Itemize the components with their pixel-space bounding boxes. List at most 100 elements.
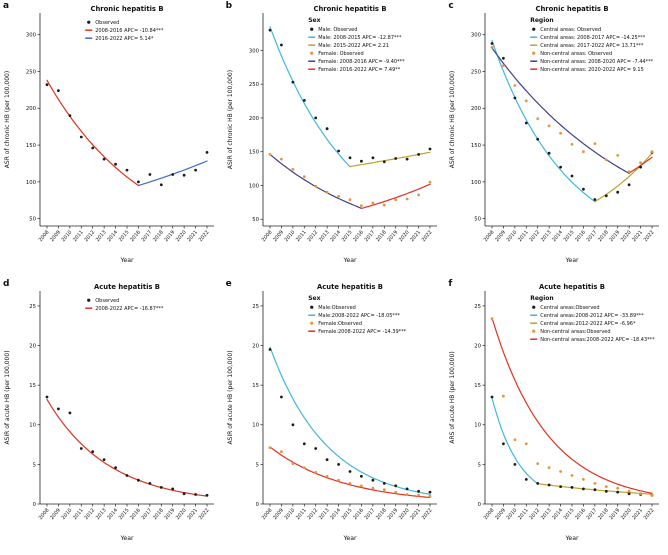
x-tick-label: 2021	[632, 507, 645, 521]
points-female-observed	[268, 445, 432, 497]
legend-title: Sex	[308, 295, 320, 302]
x-axis-label: Year	[342, 257, 357, 264]
y-tick-label: 10	[475, 422, 482, 428]
legend-label: Female:2008-2022 APC= -14.39***	[318, 329, 406, 335]
y-tick-label: 100	[249, 183, 260, 189]
x-tick-label: 2021	[409, 507, 422, 521]
x-tick-label: 2015	[340, 229, 353, 243]
legend-point-swatch	[309, 305, 313, 309]
chart-b: 5010015020025030020082009201020112012201…	[227, 5, 437, 264]
legend-label: Male:2008-2022 APC= -18.05***	[318, 313, 400, 319]
x-tick-label: 2017	[363, 229, 376, 243]
y-axis-ticks: 0 5 10 15 20 25	[475, 303, 486, 507]
x-tick-label: 2012	[529, 507, 542, 521]
x-axis-ticks: 2008200920102011201220132014201520162017…	[483, 226, 656, 243]
x-tick-label: 2015	[563, 507, 576, 521]
y-axis-label: ASR of chronic HB (per 100,000)	[449, 71, 456, 168]
chart-title: Acute hepatitis B	[94, 283, 160, 291]
fit-line-female-2016-2022-apc-7-49	[360, 183, 431, 209]
legend-label: Non-central areas: Observed	[541, 51, 613, 57]
x-axis-label: Year	[342, 535, 357, 542]
x-tick-label: 2012	[83, 507, 96, 521]
panel-letter-d: d	[3, 278, 10, 289]
x-tick-label: 2018	[375, 229, 388, 243]
x-tick-label: 2011	[517, 229, 530, 243]
legend-point-swatch	[532, 305, 536, 309]
x-tick-label: 2022	[643, 507, 656, 521]
y-tick-label: 5	[478, 462, 481, 468]
legend-label: Female: Observed	[318, 51, 363, 57]
legend-point-swatch	[309, 321, 313, 325]
y-tick-label: 300	[471, 33, 482, 39]
x-tick-label: 2008	[483, 229, 496, 243]
x-tick-label: 2015	[118, 507, 131, 521]
legend-label: Female: 2016-2022 APC= 7.49**	[318, 67, 401, 73]
y-tick-label: 25	[252, 303, 259, 309]
x-tick-label: 2021	[409, 229, 422, 243]
x-tick-label: 2010	[283, 507, 296, 521]
x-tick-label: 2019	[609, 507, 622, 521]
y-tick-label: 20	[252, 343, 259, 349]
legend-point-swatch	[532, 27, 536, 31]
y-tick-label: 15	[252, 383, 259, 389]
x-tick-label: 2020	[398, 229, 411, 243]
x-tick-label: 2018	[597, 507, 610, 521]
x-tick-label: 2022	[198, 507, 211, 521]
fit-line-central-areas-2017-2022-apc-13-71	[594, 152, 653, 203]
legend: Sex Male: Observed Male: 2008-2015 APC= -1…	[308, 17, 405, 73]
y-tick-label: 250	[26, 69, 37, 75]
x-tick-label: 2010	[506, 229, 519, 243]
fit-line-male-2015-2022-apc-2-21	[349, 151, 431, 168]
y-tick-label: 150	[471, 143, 482, 149]
x-axis-label: Year	[119, 535, 134, 542]
x-tick-label: 2008	[38, 229, 51, 243]
points-non-central-areas-observed	[490, 45, 654, 174]
y-axis-label: ARS of acute HB (per 100,000)	[449, 351, 456, 443]
x-tick-label: 2015	[563, 229, 576, 243]
legend-label: 2008-2022 APC= -16.87***	[95, 306, 164, 312]
x-axis-ticks: 2008200920102011201220132014201520162017…	[483, 503, 656, 521]
fit-line-non-central-areas-2008-2022-apc-18-43	[491, 316, 653, 494]
points-non-central-areas-observed	[490, 316, 654, 497]
x-tick-label: 2012	[529, 229, 542, 243]
chart-d: 0510152025200820092010201120122013201420…	[4, 283, 214, 542]
y-tick-label: 10	[29, 422, 36, 428]
x-axis-label: Year	[565, 535, 580, 542]
x-tick-label: 2018	[152, 229, 165, 243]
x-tick-label: 2011	[295, 229, 308, 243]
x-tick-label: 2018	[152, 507, 165, 521]
y-tick-label: 100	[471, 180, 482, 186]
legend-point-swatch	[309, 27, 313, 31]
y-tick-label: 25	[475, 303, 482, 309]
x-axis-ticks: 2008200920102011201220132014201520162017…	[38, 226, 211, 243]
y-tick-label: 50	[252, 217, 259, 223]
legend-label: Male:Observed	[318, 305, 356, 311]
chart-c: 5010015020025030020082009201020112012201…	[449, 5, 660, 264]
y-axis-ticks: 50 100 150 200 250 300	[26, 33, 40, 223]
fit-line-male-2008-2022-apc-18-05	[269, 346, 431, 495]
y-tick-label: 300	[26, 33, 37, 39]
legend-label: Non-central areas: 2020-2022 APC= 9.15	[541, 67, 645, 73]
x-tick-label: 2014	[552, 507, 565, 521]
fit-line-2008-2022-apc-16-87	[46, 398, 208, 497]
x-tick-label: 2008	[483, 507, 496, 521]
legend-label: Central areas:2008-2012 APC= -33.89***	[541, 313, 645, 319]
fit-line-non-central-areas-2020-2022-apc-9-15	[628, 156, 653, 174]
x-tick-label: 2012	[306, 507, 319, 521]
legend: Observed 2008-2022 APC= -16.87***	[85, 298, 164, 312]
x-tick-label: 2008	[38, 507, 51, 521]
legend-label: 2016-2022 APC= 5.14*	[95, 36, 154, 42]
legend-label: Observed	[95, 20, 119, 26]
y-tick-label: 100	[26, 180, 37, 186]
x-tick-label: 2009	[495, 229, 508, 243]
x-tick-label: 2009	[495, 507, 508, 521]
y-axis-ticks: 0 5 10 15 20 25	[29, 303, 40, 507]
y-tick-label: 150	[26, 143, 37, 149]
y-tick-label: 20	[29, 343, 36, 349]
legend-title: Region	[531, 295, 554, 302]
fit-line-female-2008-2016-apc-9-40	[269, 153, 362, 209]
y-tick-label: 10	[252, 422, 259, 428]
legend-label: Observed	[95, 298, 119, 304]
y-axis-ticks: 50 100 150 200 250 300	[249, 48, 263, 223]
